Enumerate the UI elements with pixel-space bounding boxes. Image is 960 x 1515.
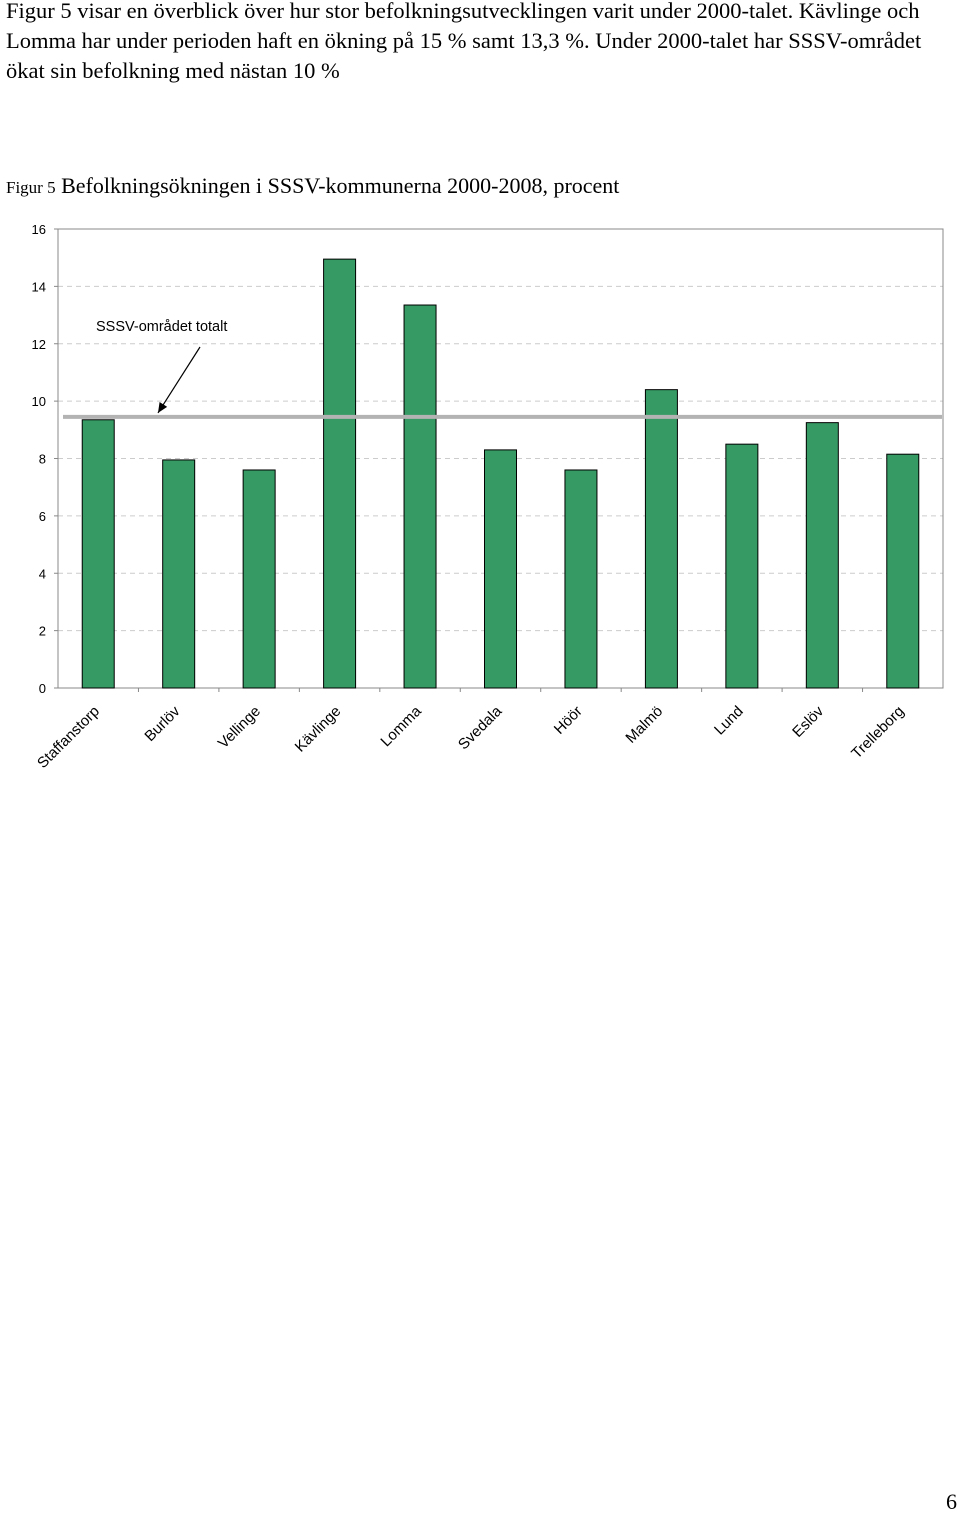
bar-eslöv <box>805 422 839 689</box>
x-tick-label: Kävlinge <box>292 703 345 756</box>
x-tick-label: Höör <box>551 703 586 738</box>
x-tick-label: Eslöv <box>789 702 827 740</box>
x-tick-label: Svedala <box>455 702 506 753</box>
bar-vellinge <box>242 469 276 689</box>
y-tick-label: 6 <box>39 509 46 524</box>
x-tick-label: Burlöv <box>141 702 183 744</box>
y-tick-label: 14 <box>32 279 46 294</box>
y-tick-label: 10 <box>32 394 46 409</box>
x-tick-label: Staffanstorp <box>34 703 103 772</box>
reference-line-label: SSSV-området totalt <box>96 319 227 335</box>
bars <box>81 258 920 689</box>
x-tick-label: Vellinge <box>215 703 264 752</box>
annotation-arrow <box>157 346 201 414</box>
bar-höör <box>564 469 598 689</box>
y-tick-label: 16 <box>32 222 46 237</box>
bar-lund <box>725 443 759 689</box>
caption-title: Befolkningsökningen i SSSV-kommunerna 20… <box>61 173 620 198</box>
bar-trelleborg <box>886 453 920 689</box>
y-tick-label: 8 <box>39 452 46 467</box>
y-tick-label: 4 <box>39 566 46 581</box>
bar-chart: 0 2 4 6 8 10 12 14 16 Staffanstorp Burlöv Vellinge… <box>32 222 944 772</box>
bar-svedala <box>484 449 517 689</box>
caption-prefix: Figur 5 <box>6 178 56 197</box>
x-axis-ticks: Staffanstorp Burlöv Vellinge Kävlinge Lomma S… <box>34 688 908 772</box>
x-tick-label: Trelleborg <box>848 703 907 762</box>
bar-burlöv <box>162 459 196 689</box>
x-tick-label: Malmö <box>622 703 666 747</box>
bar-lomma <box>403 304 437 689</box>
bar-kävlinge <box>323 258 357 689</box>
figure-caption: Figur 5 Befolkningsökningen i SSSV-kommu… <box>6 171 619 203</box>
y-tick-label: 12 <box>32 337 46 352</box>
y-tick-label: 0 <box>39 681 46 696</box>
bar-staffanstorp <box>81 419 115 689</box>
intro-paragraph: Figur 5 visar en överblick över hur stor… <box>6 0 922 83</box>
x-tick-label: Lund <box>711 703 747 739</box>
bar-malmö <box>644 389 678 689</box>
y-axis-ticks: 0 2 4 6 8 10 12 14 16 <box>32 222 58 696</box>
page-number: 6 <box>946 1489 957 1514</box>
x-tick-label: Lomma <box>377 702 425 750</box>
annotation-arrowhead <box>158 402 168 413</box>
y-tick-label: 2 <box>39 624 46 639</box>
